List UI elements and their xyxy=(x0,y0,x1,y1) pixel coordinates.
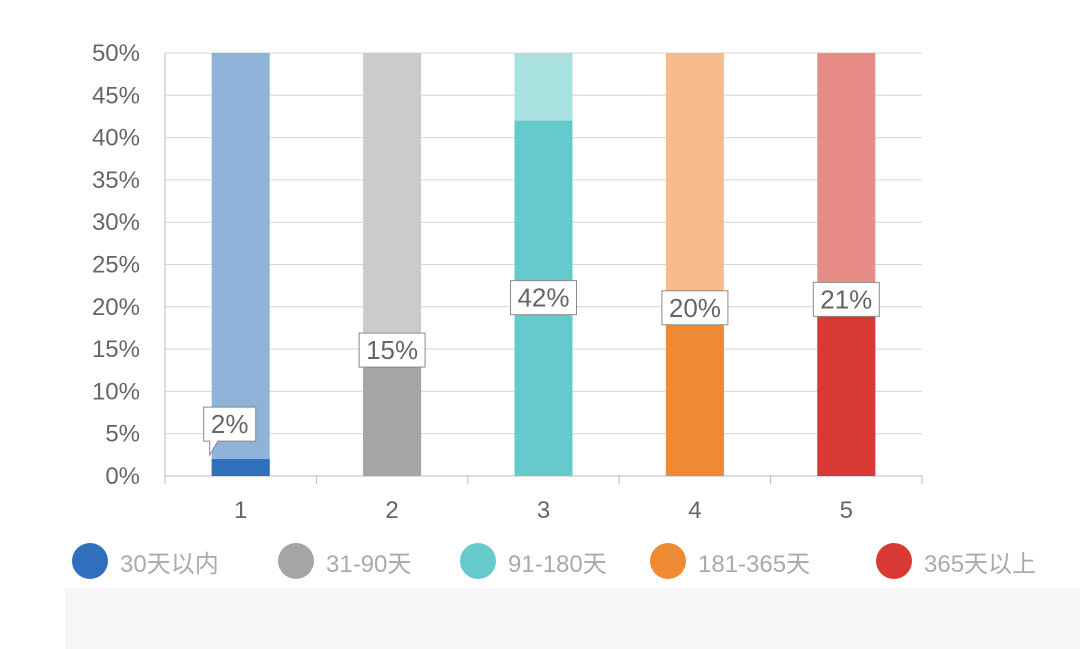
x-tick-label: 3 xyxy=(537,497,550,524)
data-label-box xyxy=(203,406,257,457)
x-tick-label: 4 xyxy=(688,497,701,524)
y-tick-label: 15% xyxy=(92,336,140,363)
data-label-box xyxy=(358,332,426,368)
value-bar xyxy=(817,298,876,476)
y-tick-label: 0% xyxy=(105,463,140,490)
data-label: 15% xyxy=(366,335,418,365)
legend-item-31-90-days: 31-90天 xyxy=(278,538,411,584)
y-tick-label: 25% xyxy=(92,252,140,279)
background-bar xyxy=(211,53,270,476)
y-tick-label: 50% xyxy=(92,40,140,67)
value-bar xyxy=(211,459,270,476)
legend-swatch xyxy=(460,543,496,579)
legend-item-181-365-days: 181-365天 xyxy=(650,538,810,584)
value-bar xyxy=(363,349,422,476)
y-tick-label: 35% xyxy=(92,167,140,194)
x-tick-label: 5 xyxy=(840,497,853,524)
data-label-box xyxy=(661,290,729,326)
data-label: 2% xyxy=(211,409,249,439)
y-tick-label: 45% xyxy=(92,82,140,109)
x-tick-label: 2 xyxy=(385,497,398,524)
x-tick-label: 1 xyxy=(234,497,247,524)
legend-swatch xyxy=(72,543,108,579)
legend: 30天以内 31-90天 91-180天 181-365天 365天以上 xyxy=(0,538,1080,584)
data-label: 20% xyxy=(669,293,721,323)
legend-swatch xyxy=(876,543,912,579)
data-label: 21% xyxy=(820,284,872,314)
y-tick-label: 30% xyxy=(92,209,140,236)
legend-swatch xyxy=(278,543,314,579)
y-tick-label: 40% xyxy=(92,125,140,152)
data-label-box xyxy=(510,280,577,316)
y-tick-label: 20% xyxy=(92,294,140,321)
legend-label: 91-180天 xyxy=(508,550,607,578)
footer-band xyxy=(65,588,1080,649)
y-tick-label: 5% xyxy=(105,421,140,448)
y-tick-label: 10% xyxy=(92,378,140,405)
legend-item-91-180-days: 91-180天 xyxy=(460,538,607,584)
data-label: 42% xyxy=(517,283,569,313)
legend-item-over-365-days: 365天以上 xyxy=(876,538,1036,584)
legend-item-30-days: 30天以内 xyxy=(72,538,219,584)
legend-label: 30天以内 xyxy=(120,550,219,578)
legend-label: 365天以上 xyxy=(924,550,1037,578)
value-bar xyxy=(665,306,724,476)
legend-swatch xyxy=(650,543,686,579)
legend-label: 181-365天 xyxy=(698,550,811,578)
legend-label: 31-90天 xyxy=(326,550,412,578)
data-label-box xyxy=(812,281,880,317)
